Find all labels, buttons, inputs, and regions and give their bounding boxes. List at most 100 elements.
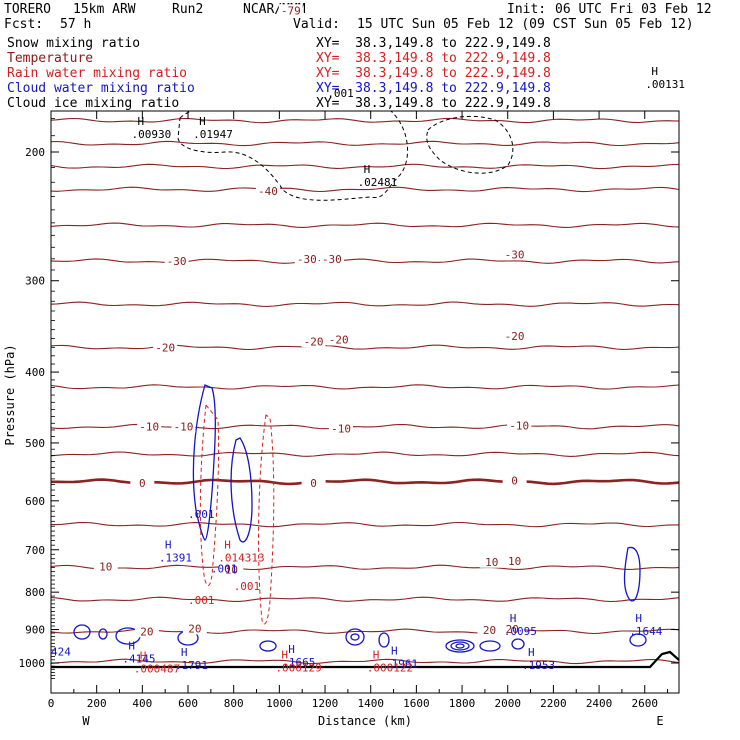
temperature-label: 0 <box>511 475 518 488</box>
x-tick-label: 1000 <box>266 697 293 710</box>
x-tick-label: 600 <box>178 697 198 710</box>
y-tick-label: 1000 <box>19 657 46 670</box>
temperature-contour <box>51 50 679 54</box>
model-name: TORERO <box>4 2 51 17</box>
temperature-label: -20 <box>329 334 349 347</box>
temperature-label: -10 <box>331 423 351 436</box>
maximum-marker: H <box>391 645 398 658</box>
field-xy-snow: XY= 38.3,149.8 to 222.9,149.8 <box>316 36 551 51</box>
cloud-water-cell <box>629 633 647 647</box>
temperature-contour <box>51 258 679 264</box>
y-tick-label: 300 <box>25 275 45 288</box>
maximum-value: .1644 <box>629 625 662 638</box>
label-backdrop <box>294 252 319 265</box>
contour-value-label: 424 <box>51 646 71 659</box>
label-backdrop <box>278 4 303 17</box>
temperature-label: 20 <box>140 625 153 638</box>
temperature-label: 0 <box>310 477 317 490</box>
maximum-marker: H <box>137 115 144 128</box>
y-tick-label: 500 <box>25 437 45 450</box>
label-backdrop <box>137 420 162 433</box>
label-backdrop <box>301 476 326 489</box>
label-backdrop <box>164 255 189 268</box>
temperature-label: -30 <box>297 253 317 266</box>
cloud-water-cell <box>73 624 91 640</box>
maximum-marker: H <box>224 539 231 552</box>
x-tick-label: 1200 <box>312 697 339 710</box>
temperature-contour <box>51 564 679 571</box>
temperature-label: 20 <box>506 623 519 636</box>
cloud-water-contour-east <box>623 546 641 602</box>
temperature-label: 20 <box>188 622 201 635</box>
run-label: Run2 <box>172 2 204 17</box>
label-backdrop <box>219 563 244 576</box>
maximum-value: .0095 <box>504 625 537 638</box>
maximum-value: .000122 <box>367 661 413 674</box>
label-backdrop <box>502 248 527 261</box>
temperature-contour <box>51 301 679 307</box>
label-backdrop <box>255 184 280 197</box>
rain-water-column-1 <box>199 403 220 586</box>
field-xy-rain: XY= 38.3,149.8 to 222.9,149.8 <box>316 66 551 81</box>
temperature-contour <box>51 384 679 390</box>
y-tick-label: 700 <box>25 544 45 557</box>
temperature-contour <box>51 222 679 228</box>
x-axis-title: Distance (km) <box>318 714 412 728</box>
contour-value-label: .001 <box>234 580 261 593</box>
maximum-marker: H <box>288 643 295 656</box>
temperature-contour <box>51 140 679 147</box>
x-tick-label: 2400 <box>586 697 613 710</box>
temperature-label: -20 <box>304 335 324 348</box>
plot-frame <box>50 110 680 694</box>
maximum-value: .00930 <box>131 128 171 141</box>
x-tick-label: 200 <box>87 697 107 710</box>
x-tick-label: 400 <box>132 697 152 710</box>
maximum-marker: H <box>281 648 288 661</box>
valid-label: Valid: <box>293 17 340 32</box>
maximum-value: .1953 <box>522 659 555 672</box>
fcst-label: Fcst: <box>4 17 44 32</box>
maximum-marker: H <box>140 649 147 662</box>
temperature-label: -79 <box>281 4 301 17</box>
temperature-label: 10 <box>508 555 521 568</box>
label-backdrop <box>500 623 525 636</box>
temperature-contour <box>51 27 679 31</box>
maximum-value: .02481 <box>358 176 398 189</box>
field-xy-temperature: XY= 38.3,149.8 to 222.9,149.8 <box>316 51 551 66</box>
cloud-water-column-1 <box>192 384 216 541</box>
temperature-contour <box>51 41 679 45</box>
cloud-water-cell <box>450 641 470 651</box>
x-tick-label: 2200 <box>540 697 567 710</box>
temperature-contour <box>51 344 679 351</box>
temperature-contours <box>51 25 679 665</box>
x-tick-label: 2600 <box>631 697 658 710</box>
temperature-contour <box>51 95 679 99</box>
contour-value-label: .001 <box>327 87 354 100</box>
temperature-contour <box>51 25 679 29</box>
field-name-rain: Rain water mixing ratio <box>7 66 188 81</box>
x-tick-label: 0 <box>48 697 55 710</box>
maximum-marker: H <box>364 163 371 176</box>
temperature-labels: -79 -40 -30 -30 -30 -30 -20 -20 -20 -20 -10 -10 -10 -… <box>93 4 532 638</box>
init-label: Init: <box>507 2 547 17</box>
cloud-water-cell <box>378 632 390 648</box>
hydrometeor-contours <box>51 111 679 669</box>
maximum-marker: H <box>165 539 172 552</box>
maximum-marker: H <box>528 646 535 659</box>
temperature-contour <box>51 521 679 528</box>
maximum-marker: H <box>651 65 658 78</box>
init-time: 06 UTC Fri 03 Feb 12 <box>555 2 712 17</box>
cloud-water-column-2 <box>230 437 253 543</box>
maximum-value: .014313 <box>218 552 264 565</box>
temperature-label: 20 <box>483 624 496 637</box>
field-xy-cloud-ice: XY= 38.3,149.8 to 222.9,149.8 <box>316 96 551 111</box>
cloud-water-cell <box>511 638 525 650</box>
field-name-temperature: Temperature <box>7 51 94 66</box>
field-name-cloud-water: Cloud water mixing ratio <box>7 81 195 96</box>
maximum-value: .000487 <box>134 662 180 675</box>
temperature-label: -40 <box>258 185 278 198</box>
label-backdrop <box>171 420 196 433</box>
cloud-water-cell <box>345 628 365 646</box>
label-backdrop <box>502 554 527 567</box>
